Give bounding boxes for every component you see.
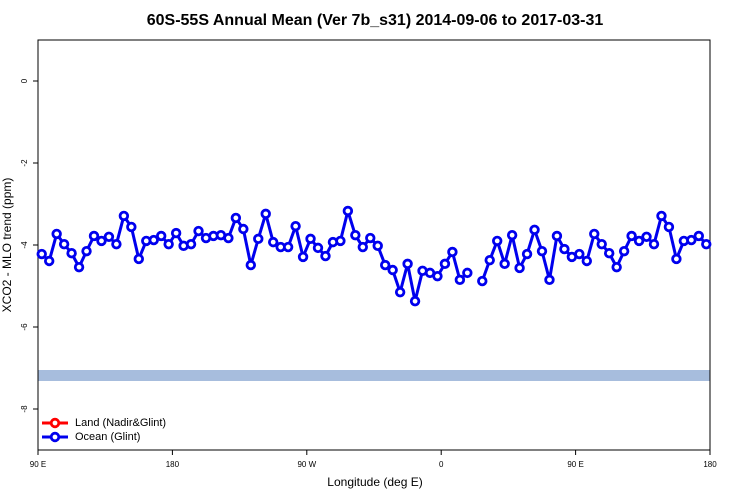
point — [268, 236, 279, 248]
point — [357, 241, 368, 253]
point — [253, 233, 264, 245]
point — [686, 234, 697, 246]
point — [536, 245, 548, 257]
point — [148, 234, 159, 246]
point — [462, 267, 473, 279]
legend-label: Land (Nadir&Glint) — [75, 417, 166, 429]
point — [193, 225, 204, 237]
point — [477, 275, 488, 287]
point — [409, 295, 421, 307]
point — [163, 238, 174, 250]
legend-marker — [49, 417, 61, 429]
point — [551, 230, 563, 242]
point — [559, 243, 570, 255]
point — [103, 231, 115, 242]
point — [439, 258, 451, 270]
chart-title: 60S-55S Annual Mean (Ver 7b_s31) 2014-09… — [147, 12, 604, 29]
point — [230, 212, 242, 224]
point — [454, 274, 466, 286]
point — [432, 270, 443, 282]
point — [656, 210, 667, 222]
point — [111, 238, 122, 250]
point — [581, 255, 592, 267]
x-tick-label: 180 — [166, 460, 180, 469]
point — [596, 238, 607, 250]
point — [185, 238, 197, 250]
point — [648, 238, 660, 250]
point — [342, 205, 354, 217]
point — [96, 235, 107, 247]
point — [447, 246, 458, 258]
x-tick-label: 90 E — [567, 460, 583, 469]
y-tick-label: 0 — [20, 78, 29, 83]
y-axis-label: XCO2 - MLO trend (ppm) — [0, 178, 14, 313]
point — [492, 235, 503, 247]
point — [506, 229, 518, 241]
point — [44, 255, 55, 267]
point — [118, 210, 130, 222]
point — [514, 262, 525, 274]
point — [223, 232, 234, 244]
point — [626, 230, 637, 242]
x-tick-label: 90 E — [30, 460, 46, 469]
point — [81, 245, 92, 257]
y-tick-label: -4 — [20, 241, 29, 249]
coverage-band — [38, 370, 710, 381]
x-tick-label: 0 — [439, 460, 444, 469]
point — [641, 231, 652, 242]
point — [305, 233, 316, 245]
point — [170, 227, 182, 239]
point — [387, 264, 398, 276]
point — [260, 208, 271, 220]
point — [611, 261, 622, 273]
point — [544, 274, 555, 286]
point — [521, 248, 533, 260]
point — [238, 223, 249, 235]
point — [73, 261, 85, 273]
point — [312, 242, 324, 254]
point — [372, 240, 383, 252]
legend-marker — [49, 431, 61, 443]
point — [350, 229, 361, 241]
point — [693, 230, 704, 242]
point — [365, 232, 376, 244]
point — [380, 259, 391, 271]
point — [671, 253, 682, 265]
point — [394, 286, 406, 298]
point — [499, 258, 510, 270]
point — [58, 238, 70, 250]
point — [320, 250, 331, 262]
point — [66, 247, 77, 259]
point — [589, 228, 600, 240]
point — [297, 251, 309, 263]
point — [618, 245, 630, 257]
point — [282, 241, 294, 253]
point — [36, 248, 47, 260]
x-tick-label: 90 W — [297, 460, 316, 469]
point — [290, 220, 301, 232]
point — [155, 230, 167, 242]
point — [245, 259, 256, 271]
point — [335, 235, 346, 247]
x-axis-label: Longitude (deg E) — [327, 475, 422, 489]
point — [133, 253, 144, 265]
y-tick-label: -2 — [20, 159, 29, 167]
point — [51, 228, 62, 240]
point — [484, 254, 495, 266]
point — [663, 221, 675, 233]
point — [402, 258, 413, 270]
y-tick-label: -6 — [20, 323, 29, 331]
point — [88, 230, 100, 242]
point — [126, 221, 137, 233]
x-tick-label: 180 — [703, 460, 717, 469]
legend-label: Ocean (Glint) — [75, 431, 140, 443]
point — [604, 247, 615, 259]
y-tick-label: -8 — [20, 405, 29, 413]
point — [701, 238, 712, 250]
point — [529, 224, 540, 236]
point — [574, 248, 585, 260]
point — [633, 235, 645, 247]
